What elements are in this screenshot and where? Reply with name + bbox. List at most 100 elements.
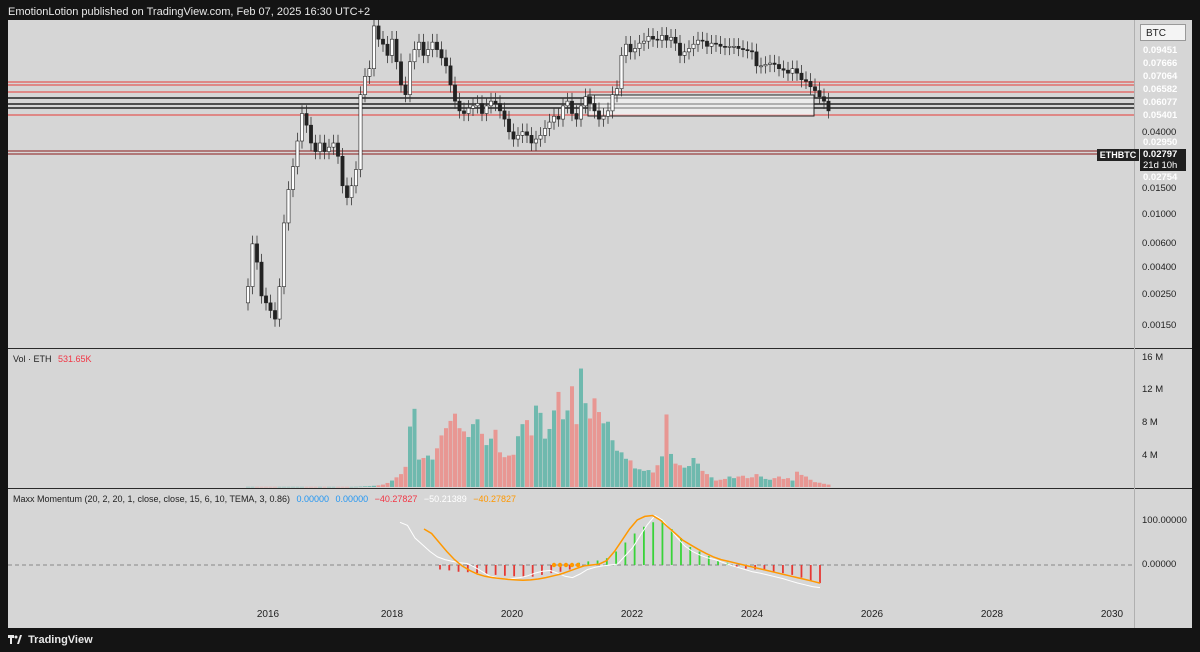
volume-bar <box>597 412 601 487</box>
volume-bar <box>529 435 534 487</box>
volume-bar <box>610 440 615 487</box>
footer-brand[interactable]: TradingView <box>8 634 93 646</box>
price-tick-label: 0.00400 <box>1142 262 1177 273</box>
candle-body <box>277 286 282 320</box>
candle-body <box>799 72 804 80</box>
volume-bar <box>453 413 457 487</box>
price-tick-label: 0.01000 <box>1142 209 1177 220</box>
candle-body <box>687 48 691 53</box>
volume-bar <box>412 408 417 487</box>
candle-body <box>430 41 435 50</box>
price-tick-label: 0.00600 <box>1142 238 1177 249</box>
volume-bar <box>678 465 682 487</box>
price-tick-label: 0.04000 <box>1142 127 1177 138</box>
currency-selector[interactable]: BTC <box>1140 24 1186 41</box>
level-label: 0.02950 <box>1143 137 1178 148</box>
volume-bar <box>457 428 462 487</box>
candle-body <box>565 100 570 107</box>
pane-separator-momentum[interactable] <box>8 488 1192 489</box>
candle-body <box>246 286 250 304</box>
candle-body <box>642 40 646 44</box>
candle-body <box>633 48 637 53</box>
candle-body <box>349 185 354 198</box>
volume-bar <box>606 421 610 487</box>
candle-body <box>394 38 399 63</box>
chart-svg[interactable] <box>8 20 1192 628</box>
x-axis-label: 2016 <box>256 609 280 620</box>
chart-frame[interactable]: BTC 0.09451 0.07666 0.07064 0.06582 0.06… <box>8 20 1192 628</box>
volume-bar <box>426 455 430 487</box>
last-price-label: 0.02797 <box>1140 149 1186 160</box>
volume-bar <box>502 457 507 487</box>
candle-body <box>489 100 493 107</box>
candle-body <box>786 69 790 74</box>
volume-bar <box>696 463 700 487</box>
candle-body <box>538 135 543 140</box>
candle-body <box>403 84 408 95</box>
volume-bar <box>246 486 250 488</box>
volume-bar <box>646 470 651 487</box>
pane-separator-volume[interactable] <box>8 348 1192 349</box>
x-axis-label: 2026 <box>860 609 884 620</box>
candle-body <box>574 113 579 120</box>
candle-body <box>367 68 372 77</box>
candle-body <box>502 110 507 120</box>
candle-body <box>282 222 286 287</box>
candle-body <box>750 50 754 53</box>
candle-body <box>552 115 556 123</box>
price-axis-separator <box>1134 20 1135 628</box>
candle-body <box>363 76 367 95</box>
volume-bar <box>682 467 687 487</box>
momentum-signal-line <box>423 514 821 584</box>
candle-body <box>673 36 678 44</box>
candle-body <box>444 57 448 67</box>
candle-body <box>592 103 597 112</box>
volume-bar <box>673 463 678 487</box>
level-label: 0.07064 <box>1143 71 1178 82</box>
volume-bar <box>286 486 291 488</box>
volume-bar <box>322 486 327 488</box>
volume-bar <box>808 479 813 487</box>
volume-bar <box>331 486 336 488</box>
candle-body <box>264 295 268 304</box>
volume-bar <box>642 470 646 487</box>
candle-body <box>336 142 340 157</box>
volume-bar <box>741 475 745 487</box>
volume-bar <box>358 486 363 488</box>
momentum-scale-label: 100.00000 <box>1142 515 1187 526</box>
volume-bar <box>399 474 403 487</box>
volume-bar <box>651 472 655 487</box>
volume-bar <box>471 424 475 487</box>
volume-bar <box>480 433 484 487</box>
volume-bar <box>354 486 358 488</box>
candle-body <box>331 142 336 148</box>
candle-body <box>570 100 574 114</box>
publish-header: EmotionLotion published on TradingView.c… <box>8 6 371 18</box>
momentum-legend[interactable]: Maxx Momentum (20, 2, 20, 1, close, clos… <box>13 494 516 504</box>
candle-body <box>817 90 822 98</box>
volume-bar <box>736 476 741 487</box>
level-label: 0.06582 <box>1143 84 1178 95</box>
volume-legend[interactable]: Vol · ETH 531.65K <box>13 354 92 364</box>
volume-bar <box>448 420 453 487</box>
volume-bar <box>804 476 808 487</box>
volume-bar <box>826 484 831 487</box>
candle-body <box>826 100 831 112</box>
x-axis-label: 2022 <box>620 609 644 620</box>
volume-bar <box>259 486 264 488</box>
candle-body <box>682 51 687 56</box>
candle-body <box>745 49 750 52</box>
candle-body <box>597 110 601 120</box>
volume-legend-title: Vol · ETH <box>13 354 52 364</box>
volume-bar <box>777 476 781 487</box>
volume-bar <box>534 405 538 487</box>
candle-body <box>462 110 466 114</box>
candle-body <box>727 46 732 48</box>
volume-bar <box>538 412 543 487</box>
momentum-cross-dot <box>569 562 575 568</box>
volume-bar <box>489 438 493 487</box>
candle-body <box>588 96 592 104</box>
volume-bar <box>417 459 421 487</box>
volume-bar <box>511 454 516 487</box>
candle-body <box>345 185 349 198</box>
